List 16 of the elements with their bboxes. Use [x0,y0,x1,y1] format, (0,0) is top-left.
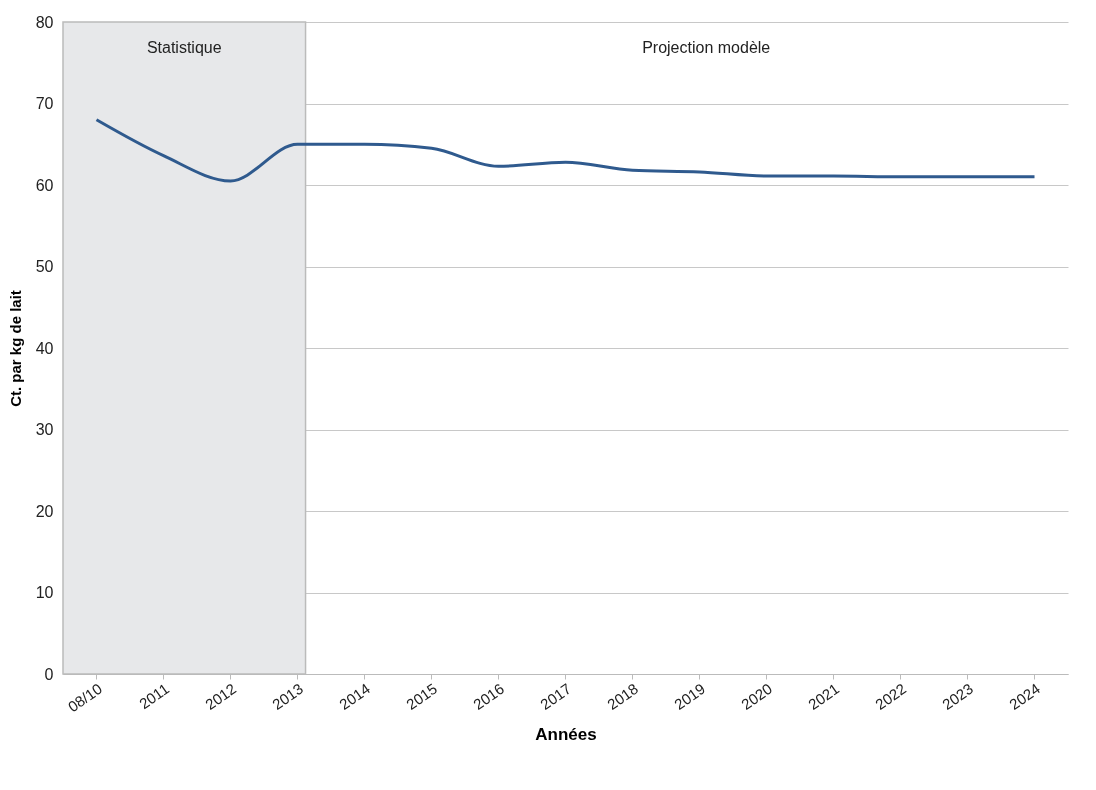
y-tick-label: 40 [35,339,54,357]
x-tick-label: 2021 [805,679,843,713]
y-tick-label: 50 [35,258,54,275]
y-axis-title: Ct. par kg de lait [6,290,24,407]
x-axis-title: Années [535,725,597,745]
x-tick-label: 2011 [135,679,173,713]
annotation: Projection modèle [642,39,771,56]
band-label: Statistique [146,39,222,56]
y-tick-label: 70 [35,95,54,112]
line-series [95,118,1036,183]
y-tick-label: 10 [35,584,54,601]
y-tick-label: 30 [35,421,54,438]
y-tick-label: 80 [35,13,54,31]
y-tick-label: 60 [35,176,54,194]
y-tick-label: 20 [35,502,54,520]
y-tick-label: 0 [44,665,54,683]
